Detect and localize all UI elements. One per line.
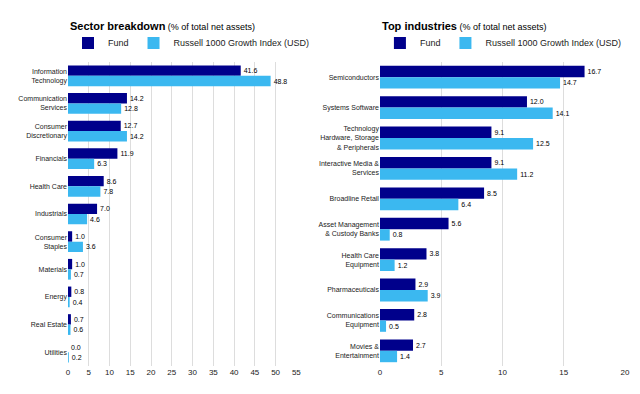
svg-text:0.5: 0.5 (389, 323, 399, 330)
svg-text:ConsumerStaples: ConsumerStaples (35, 234, 68, 251)
svg-text:CommunicationServices: CommunicationServices (18, 95, 67, 111)
svg-text:Financials: Financials (35, 155, 67, 162)
svg-text:Utilities: Utilities (44, 349, 67, 356)
svg-text:15: 15 (559, 368, 568, 377)
svg-text:0.2: 0.2 (72, 354, 82, 361)
svg-text:1.4: 1.4 (400, 353, 410, 360)
svg-text:Semiconductors: Semiconductors (329, 74, 380, 81)
svg-text:2.7: 2.7 (416, 342, 426, 349)
svg-text:0.7: 0.7 (74, 271, 84, 278)
svg-text:14.7: 14.7 (563, 79, 577, 86)
svg-text:40: 40 (230, 368, 239, 377)
svg-text:15: 15 (126, 368, 135, 377)
svg-text:5.6: 5.6 (452, 220, 462, 227)
svg-text:Fund: Fund (108, 38, 129, 48)
svg-text:12.0: 12.0 (530, 98, 544, 105)
svg-text:12.5: 12.5 (536, 140, 550, 147)
svg-text:1.2: 1.2 (398, 262, 408, 269)
svg-text:TechnologyHardware, Storage& P: TechnologyHardware, Storage& Peripherals (320, 125, 379, 151)
svg-text:Sector breakdown (% of total n: Sector breakdown (% of total net assets) (70, 20, 255, 32)
svg-text:Top industries (% of total net: Top industries (% of total net assets) (382, 20, 547, 32)
svg-text:12.7: 12.7 (124, 122, 138, 129)
svg-text:1.0: 1.0 (75, 261, 85, 268)
svg-text:Asset Management& Custody Bank: Asset Management& Custody Banks (319, 221, 380, 238)
svg-text:Movies &Entertainment: Movies &Entertainment (335, 343, 379, 359)
svg-text:48.8: 48.8 (274, 78, 288, 85)
svg-text:7.8: 7.8 (103, 188, 113, 195)
svg-text:14.1: 14.1 (556, 110, 570, 117)
svg-text:10: 10 (498, 368, 507, 377)
svg-text:5: 5 (87, 368, 92, 377)
svg-text:10: 10 (105, 368, 114, 377)
svg-text:8.6: 8.6 (107, 178, 117, 185)
svg-text:5: 5 (439, 368, 444, 377)
svg-text:9.1: 9.1 (494, 159, 504, 166)
svg-text:4.6: 4.6 (90, 216, 100, 223)
svg-text:25: 25 (167, 368, 176, 377)
svg-text:0: 0 (66, 368, 71, 377)
svg-text:14.2: 14.2 (130, 133, 144, 140)
svg-text:6.3: 6.3 (97, 160, 107, 167)
svg-text:6.4: 6.4 (461, 201, 471, 208)
svg-text:20: 20 (621, 368, 630, 377)
svg-text:Russell 1000 Growth Index (USD: Russell 1000 Growth Index (USD) (174, 38, 310, 48)
svg-text:0.4: 0.4 (73, 299, 83, 306)
svg-text:Fund: Fund (420, 38, 441, 48)
svg-text:55: 55 (292, 368, 301, 377)
svg-text:9.1: 9.1 (494, 129, 504, 136)
svg-text:Energy: Energy (45, 293, 68, 301)
svg-text:Pharmaceuticals: Pharmaceuticals (327, 286, 379, 293)
svg-text:Real Estate: Real Estate (31, 321, 67, 328)
svg-text:0: 0 (378, 368, 383, 377)
svg-text:30: 30 (188, 368, 197, 377)
svg-text:Russell 1000 Growth Index (USD: Russell 1000 Growth Index (USD) (485, 38, 621, 48)
svg-text:CommunicationsEquipment: CommunicationsEquipment (327, 312, 380, 329)
svg-text:14.2: 14.2 (130, 95, 144, 102)
svg-text:Health Care: Health Care (30, 183, 67, 190)
svg-text:16.7: 16.7 (588, 68, 602, 75)
svg-text:InformationTechnology: InformationTechnology (32, 68, 68, 85)
svg-text:35: 35 (209, 368, 218, 377)
svg-text:41.6: 41.6 (244, 67, 258, 74)
svg-text:2.9: 2.9 (418, 281, 428, 288)
svg-text:Broadline Retail: Broadline Retail (329, 195, 379, 202)
svg-text:7.0: 7.0 (100, 205, 110, 212)
svg-text:Health CareEquipment: Health CareEquipment (342, 252, 379, 269)
svg-text:0.8: 0.8 (393, 231, 403, 238)
svg-text:Interactive Media &Services: Interactive Media &Services (319, 160, 379, 176)
svg-text:11.9: 11.9 (120, 150, 133, 157)
svg-text:8.5: 8.5 (487, 190, 497, 197)
svg-text:0.0: 0.0 (71, 344, 81, 351)
svg-text:0.7: 0.7 (74, 316, 84, 323)
svg-text:45: 45 (250, 368, 259, 377)
svg-text:2.8: 2.8 (417, 311, 427, 318)
svg-text:Systems Software: Systems Software (322, 104, 379, 112)
svg-text:ConsumerDiscretionary: ConsumerDiscretionary (26, 123, 68, 140)
svg-text:Materials: Materials (39, 266, 68, 273)
svg-text:3.8: 3.8 (429, 250, 439, 257)
svg-text:0.6: 0.6 (73, 326, 83, 333)
svg-text:11.2: 11.2 (520, 171, 533, 178)
svg-text:0.8: 0.8 (74, 288, 84, 295)
svg-text:3.6: 3.6 (86, 243, 96, 250)
svg-text:20: 20 (147, 368, 156, 377)
svg-text:1.0: 1.0 (75, 233, 85, 240)
svg-text:50: 50 (271, 368, 280, 377)
svg-text:3.9: 3.9 (431, 292, 441, 299)
svg-text:Industrials: Industrials (35, 210, 67, 217)
svg-text:12.8: 12.8 (124, 105, 138, 112)
